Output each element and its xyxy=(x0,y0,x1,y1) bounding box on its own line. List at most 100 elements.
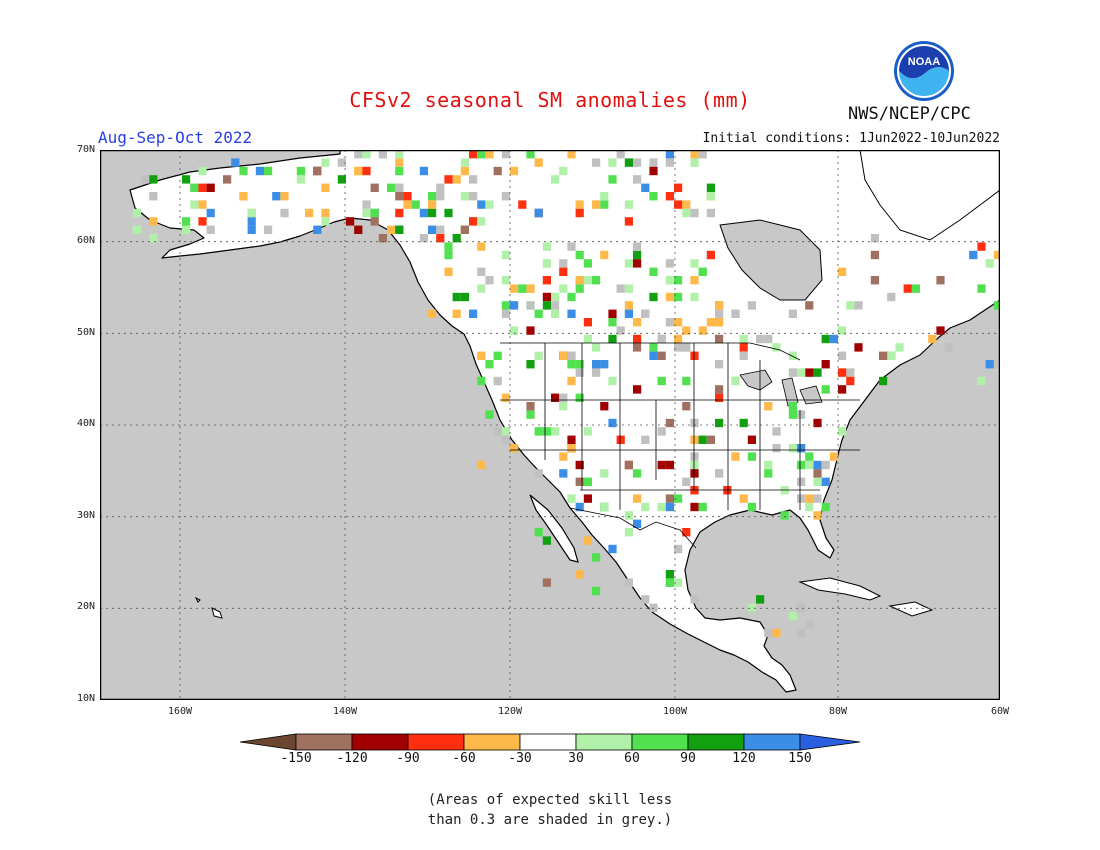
logo-text: NOAA xyxy=(908,56,940,68)
anomaly-cell xyxy=(649,292,658,302)
anomaly-cell xyxy=(411,200,420,209)
anomaly-cell xyxy=(616,150,625,159)
anomaly-cell xyxy=(870,276,879,285)
anomaly-cell xyxy=(493,351,502,360)
anomaly-cell xyxy=(665,292,674,302)
anomaly-cell xyxy=(928,334,937,344)
anomaly-cell xyxy=(600,250,609,260)
anomaly-cell xyxy=(797,410,806,419)
anomaly-cell xyxy=(682,402,691,411)
anomaly-cell xyxy=(608,318,617,327)
anomaly-cell xyxy=(132,225,141,234)
anomaly-cell xyxy=(977,284,986,293)
anomaly-cell xyxy=(739,334,748,344)
anomaly-cell xyxy=(829,452,838,461)
anomaly-cell xyxy=(805,452,814,461)
anomaly-cell xyxy=(206,225,215,234)
anomaly-cell xyxy=(838,427,847,436)
anomaly-cell xyxy=(879,351,888,360)
anomaly-cell xyxy=(600,200,609,209)
colorbar-label: 120 xyxy=(732,751,756,766)
anomaly-cell xyxy=(911,284,920,293)
anomaly-cell xyxy=(501,427,510,436)
anomaly-cell xyxy=(510,326,519,335)
anomaly-cell xyxy=(887,292,896,302)
anomaly-cell xyxy=(715,469,724,478)
colorbar-bin-9 xyxy=(743,733,801,751)
anomaly-cell xyxy=(674,200,683,209)
anomaly-cell xyxy=(805,460,814,470)
anomaly-cell xyxy=(354,166,363,176)
anomaly-cell xyxy=(477,351,486,360)
anomaly-cell xyxy=(731,452,740,461)
lon-label-140w: 140W xyxy=(332,706,358,717)
anomaly-cell xyxy=(665,494,674,503)
anomaly-cell xyxy=(526,326,535,335)
anomaly-cell xyxy=(690,502,699,512)
anomaly-cell xyxy=(206,208,215,218)
anomaly-cell xyxy=(813,469,822,478)
anomaly-cell xyxy=(583,477,592,486)
anomaly-cell xyxy=(559,402,568,411)
colorbar-bin-3 xyxy=(407,733,465,751)
anomaly-cell xyxy=(788,351,797,360)
anomaly-cell xyxy=(641,502,650,512)
anomaly-cell xyxy=(452,175,461,184)
anomaly-cell xyxy=(821,460,830,470)
anomaly-cell xyxy=(674,292,683,302)
anomaly-cell xyxy=(149,192,158,201)
anomaly-cell xyxy=(460,192,469,201)
anomaly-cell xyxy=(747,502,756,512)
anomaly-cell xyxy=(772,444,781,453)
anomaly-cell xyxy=(592,586,601,596)
colorbar-bin-4 xyxy=(463,733,521,751)
anomaly-cell xyxy=(510,301,519,310)
anomaly-cell xyxy=(698,435,707,444)
anomaly-cell xyxy=(657,334,666,344)
anomaly-cell xyxy=(813,511,822,520)
anomaly-cell xyxy=(772,628,781,638)
anomaly-cell xyxy=(575,393,584,402)
anomaly-cell xyxy=(542,242,551,251)
anomaly-cell xyxy=(772,343,781,352)
anomaly-cell xyxy=(805,620,814,629)
anomaly-cell xyxy=(624,200,633,209)
lon-label-80w: 80W xyxy=(828,706,848,717)
anomaly-cell xyxy=(477,267,486,276)
anomaly-cell xyxy=(903,284,912,293)
anomaly-cell xyxy=(551,301,560,310)
anomaly-cell xyxy=(469,192,478,201)
anomaly-cell xyxy=(518,284,527,293)
anomaly-cell xyxy=(788,444,797,453)
anomaly-cell xyxy=(149,175,158,184)
anomaly-cell xyxy=(370,217,379,226)
anomaly-cell xyxy=(993,360,1000,369)
anomaly-cell xyxy=(460,292,469,302)
anomaly-cell xyxy=(469,217,478,226)
anomaly-cell xyxy=(428,309,437,318)
anomaly-cell xyxy=(534,309,543,318)
anomaly-cell xyxy=(526,402,535,411)
anomaly-cell xyxy=(501,301,510,310)
anomaly-cell xyxy=(264,166,273,176)
anomaly-cell xyxy=(616,284,625,293)
anomaly-cell xyxy=(460,166,469,176)
anomaly-blocks xyxy=(132,150,1000,638)
anomaly-cell xyxy=(813,460,822,470)
anomaly-cell xyxy=(682,326,691,335)
anomaly-cell xyxy=(706,208,715,218)
anomaly-cell xyxy=(182,217,191,226)
anomaly-cell xyxy=(526,284,535,293)
colorbar-bin-7 xyxy=(631,733,689,751)
greenland xyxy=(859,150,1000,241)
anomaly-cell xyxy=(551,309,560,318)
anomaly-cell xyxy=(936,326,945,335)
anomaly-cell xyxy=(362,166,371,176)
anomaly-cell xyxy=(895,343,904,352)
colorbar-label: 90 xyxy=(680,751,696,766)
anomaly-cell xyxy=(551,393,560,402)
great-lakes xyxy=(739,369,823,407)
anomaly-cell xyxy=(706,183,715,192)
anomaly-cell xyxy=(805,502,814,512)
anomaly-cell xyxy=(682,477,691,486)
